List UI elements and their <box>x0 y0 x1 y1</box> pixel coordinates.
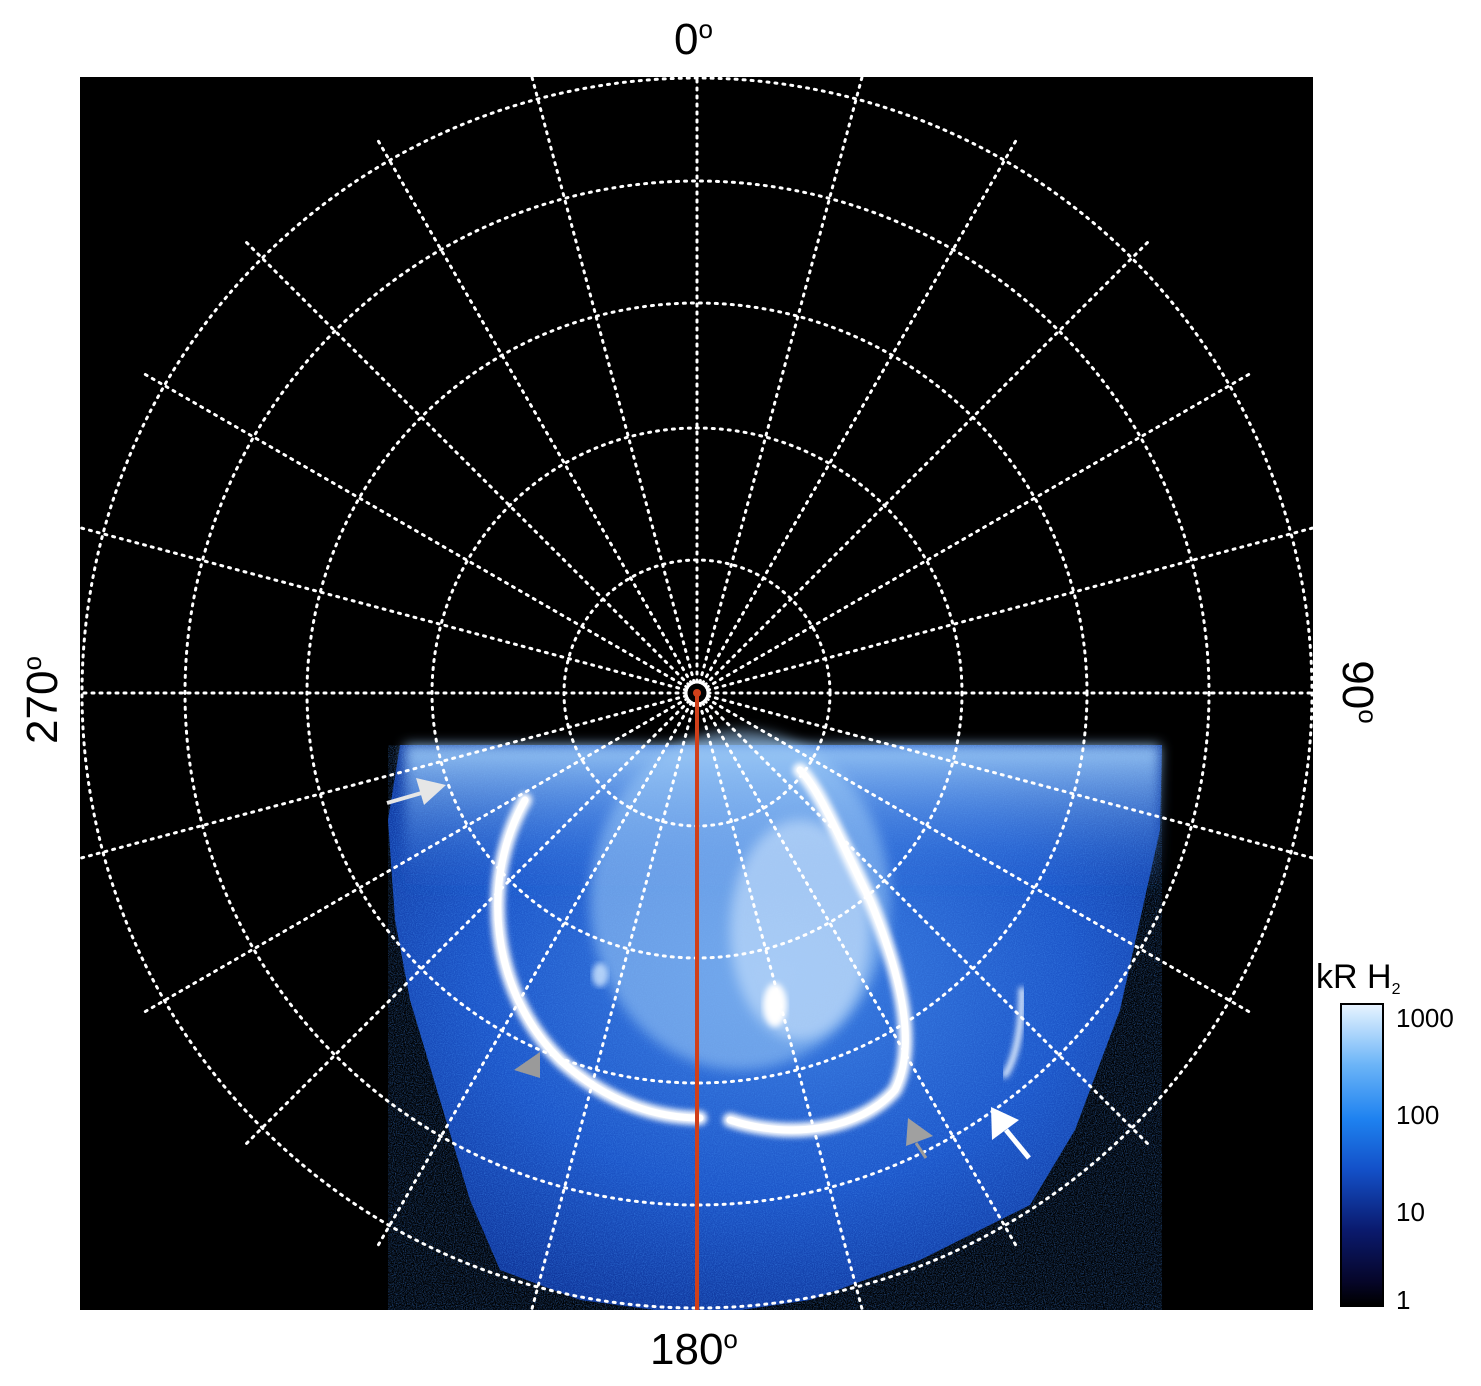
meridian-line <box>706 694 1313 860</box>
gray-triangle-right <box>906 1118 933 1159</box>
meridian-line <box>698 77 864 684</box>
meridian-line <box>703 238 1152 687</box>
gray-triangle-left <box>514 1052 540 1078</box>
meridian-line <box>703 699 1152 1148</box>
colorbar-tick-10: 10 <box>1396 1197 1425 1227</box>
label-0-degrees: 0o <box>674 14 713 64</box>
meridian-line <box>80 526 688 692</box>
bright-spot-2 <box>592 963 608 987</box>
meridian-line <box>701 701 1019 1249</box>
meridian-line <box>375 137 693 685</box>
meridian-line <box>705 371 1253 689</box>
meridian-line <box>141 371 689 689</box>
meridian-line <box>530 702 696 1310</box>
white-arrow-right <box>991 1107 1031 1160</box>
meridian-line <box>141 697 689 1015</box>
colorbar-tick-1000: 1000 <box>1396 1003 1454 1033</box>
meridian-line <box>375 701 693 1249</box>
meridian-line <box>701 137 1019 685</box>
satellite-footprint-arc <box>1002 987 1025 1078</box>
label-180-degrees: 180o <box>650 1324 738 1374</box>
meridian-line <box>242 699 691 1148</box>
label-270-degrees: 270o <box>17 656 67 744</box>
pole-marker <box>693 689 701 697</box>
meridian-line <box>242 238 691 687</box>
colorbar-tick-100: 100 <box>1396 1100 1440 1130</box>
bright-spot <box>763 983 787 1027</box>
aurora-interior-glow-2 <box>730 820 870 1040</box>
label-90-degrees: 90o <box>1333 660 1383 724</box>
meridian-line <box>530 77 696 684</box>
meridian-line <box>698 702 864 1310</box>
colorbar-title: kR H2 <box>1316 958 1401 998</box>
main-auroral-oval-core <box>494 766 909 1134</box>
meridian-line <box>706 526 1313 692</box>
colorbar-tick-1: 1 <box>1396 1285 1411 1315</box>
meridian-line <box>80 694 688 860</box>
colorbar <box>1340 1003 1384 1307</box>
meridian-line <box>705 697 1253 1015</box>
white-arrow-left <box>386 778 446 805</box>
